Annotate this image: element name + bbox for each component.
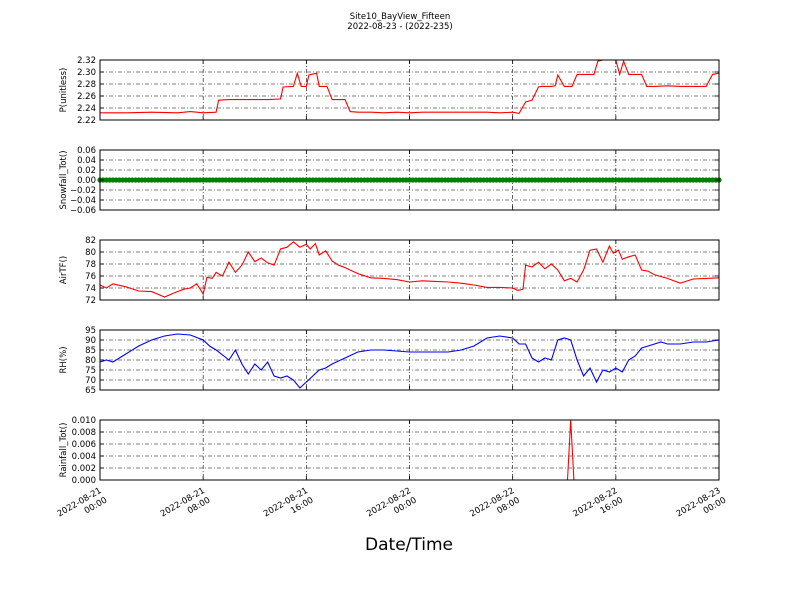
x-tick-label: 2022-08-2116:00 — [262, 486, 315, 529]
y-tick-label: 90 — [85, 336, 96, 346]
y-tick-label: 72 — [85, 296, 96, 306]
series-line — [100, 59, 720, 115]
panel-0: 2.22 2.24 2.26 2.28 2.30 2.32 P(unitless) — [59, 56, 720, 126]
y-tick-label: −0.02 — [70, 186, 96, 196]
y-axis-label: RH(%) — [59, 346, 69, 373]
y-axis-label: P(unitless) — [59, 68, 69, 113]
x-tick-label: 2022-08-2100:00 — [56, 486, 109, 529]
y-tick-label: 0.010 — [72, 416, 96, 426]
series-line — [99, 241, 720, 298]
y-tick-label: 2.26 — [77, 92, 96, 102]
y-tick-label: 0.04 — [77, 156, 96, 166]
chart-title: Site10_BayView_Fifteen — [350, 12, 451, 22]
y-tick-label: 82 — [85, 236, 96, 246]
x-tick-labels: 2022-08-2100:00 2022-08-2108:00 2022-08-21… — [56, 486, 728, 529]
x-axis-label: Date/Time — [365, 535, 453, 555]
y-tick-label: 95 — [85, 326, 96, 336]
panel-4: 0.000 0.002 0.004 0.006 0.008 0.010Rainfall_T… — [59, 416, 720, 486]
y-tick-label: 75 — [85, 366, 96, 376]
chart-subtitle: 2022-08-23 - (2022-235) — [347, 22, 452, 32]
y-tick-label: 0.00 — [77, 176, 96, 186]
y-tick-label: −0.06 — [70, 206, 96, 216]
series-line — [99, 333, 720, 389]
y-axis-label: Rainfall_Tot() — [59, 423, 69, 478]
x-tick-label: 2022-08-2208:00 — [468, 486, 521, 529]
y-tick-label: 0.002 — [72, 464, 96, 474]
y-tick-label: 0.06 — [77, 146, 96, 156]
y-axis-label: Snowfall_Tot() — [59, 150, 69, 209]
y-tick-label: 0.008 — [72, 428, 96, 438]
y-tick-label: 65 — [85, 386, 96, 396]
panel-1: −0.06−0.04−0.020.000.020.040.06 Snowfall_… — [59, 146, 722, 216]
y-tick-label: 2.22 — [77, 116, 96, 126]
x-tick-label: 2022-08-2108:00 — [159, 486, 212, 529]
y-tick-label: 70 — [85, 376, 96, 386]
y-tick-label: 0.004 — [72, 452, 96, 462]
y-tick-label: 80 — [85, 356, 96, 366]
panels: 2.22 2.24 2.26 2.28 2.30 2.32 P(unitless) −0.06… — [59, 56, 722, 486]
y-tick-label: 78 — [85, 260, 96, 270]
x-tick-label: 2022-08-2200:00 — [365, 486, 418, 529]
y-tick-label: 0.02 — [77, 166, 96, 176]
y-axis-label: AirTF() — [59, 256, 69, 284]
y-tick-label: 2.32 — [77, 56, 96, 66]
y-tick-label: 2.24 — [77, 104, 96, 114]
y-tick-label: 2.30 — [77, 68, 96, 78]
x-tick-label: 2022-08-2216:00 — [572, 486, 625, 529]
y-tick-label: 85 — [85, 346, 96, 356]
panel-2: 72 74 76 78 80 82 AirTF() — [59, 236, 720, 306]
y-tick-label: −0.04 — [70, 196, 96, 206]
y-tick-label: 0.006 — [72, 440, 96, 450]
x-tick-label: 2022-08-2300:00 — [675, 486, 728, 529]
y-tick-label: 74 — [85, 284, 96, 294]
y-tick-label: 2.28 — [77, 80, 96, 90]
y-tick-label: 76 — [85, 272, 96, 282]
y-tick-label: 0.000 — [72, 476, 96, 486]
y-tick-label: 80 — [85, 248, 96, 258]
